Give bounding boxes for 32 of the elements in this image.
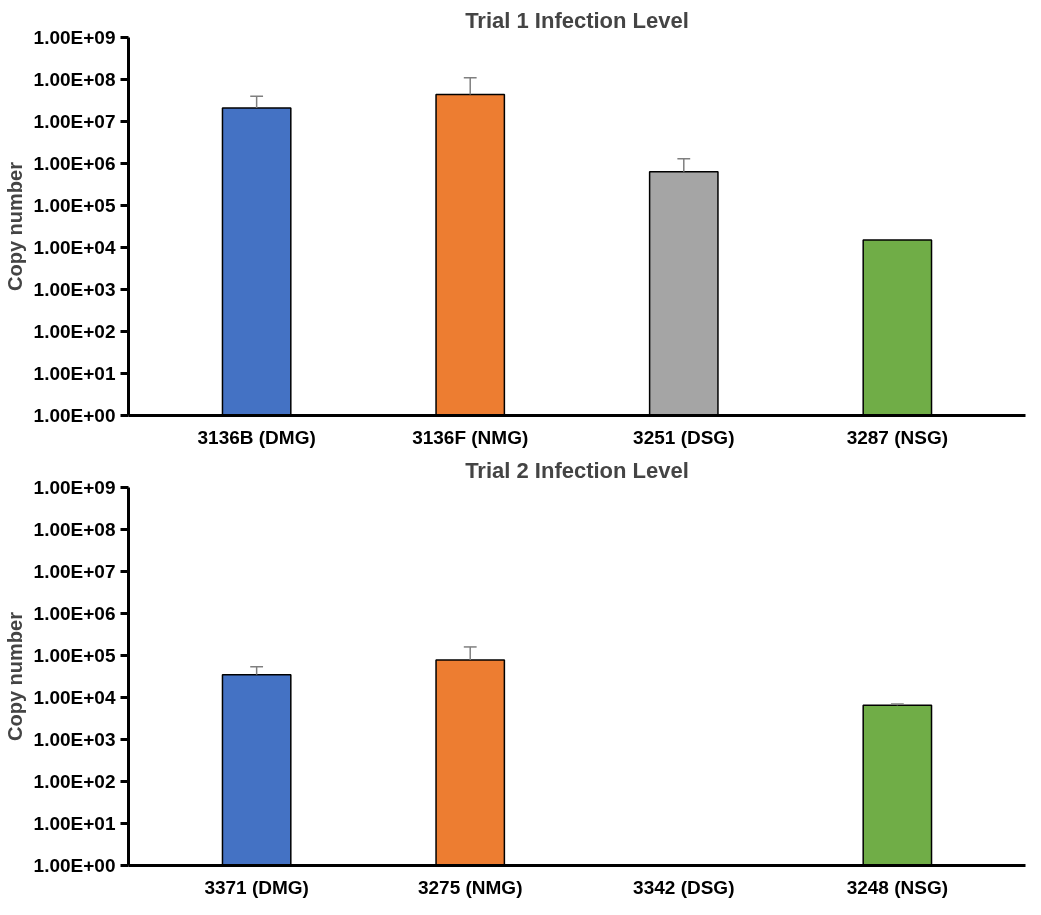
chart-title: Trial 1 Infection Level	[465, 7, 689, 33]
y-tick-label: 1.00E+05	[33, 645, 116, 666]
y-tick-label: 1.00E+04	[33, 687, 116, 708]
chart-title: Trial 2 Infection Level	[465, 457, 689, 483]
y-tick-label: 1.00E+00	[33, 405, 116, 426]
y-tick-label: 1.00E+06	[33, 153, 116, 174]
x-tick-label: 3136B (DMG)	[197, 426, 316, 448]
y-tick-label: 1.00E+06	[33, 603, 116, 624]
x-tick-label: 3371 (DMG)	[204, 876, 309, 898]
x-tick-label: 3287 (NSG)	[846, 426, 949, 448]
y-axis-title: Copy number	[3, 161, 26, 291]
y-tick-label: 1.00E+05	[33, 195, 116, 216]
x-tick-label: 3136F (NMG)	[412, 426, 529, 448]
y-tick-label: 1.00E+07	[33, 561, 116, 582]
y-axis-title: Copy number	[3, 611, 26, 741]
y-tick-label: 1.00E+09	[33, 477, 116, 498]
y-tick-label: 1.00E+09	[33, 27, 116, 48]
y-tick-label: 1.00E+02	[33, 771, 116, 792]
y-tick-label: 1.00E+03	[33, 729, 116, 750]
y-tick-label: 1.00E+08	[33, 69, 116, 90]
y-tick-label: 1.00E+08	[33, 519, 116, 540]
x-tick-label: 3251 (DSG)	[633, 426, 735, 448]
y-tick-label: 1.00E+02	[33, 321, 116, 342]
y-tick-label: 1.00E+01	[33, 363, 116, 384]
x-tick-label: 3342 (DSG)	[633, 876, 735, 898]
x-tick-label: 3275 (NMG)	[417, 876, 523, 898]
x-tick-label: 3248 (NSG)	[846, 876, 949, 898]
y-tick-label: 1.00E+00	[33, 855, 116, 876]
y-tick-label: 1.00E+07	[33, 111, 116, 132]
y-tick-label: 1.00E+03	[33, 279, 116, 300]
y-tick-label: 1.00E+04	[33, 237, 116, 258]
y-tick-label: 1.00E+01	[33, 813, 116, 834]
